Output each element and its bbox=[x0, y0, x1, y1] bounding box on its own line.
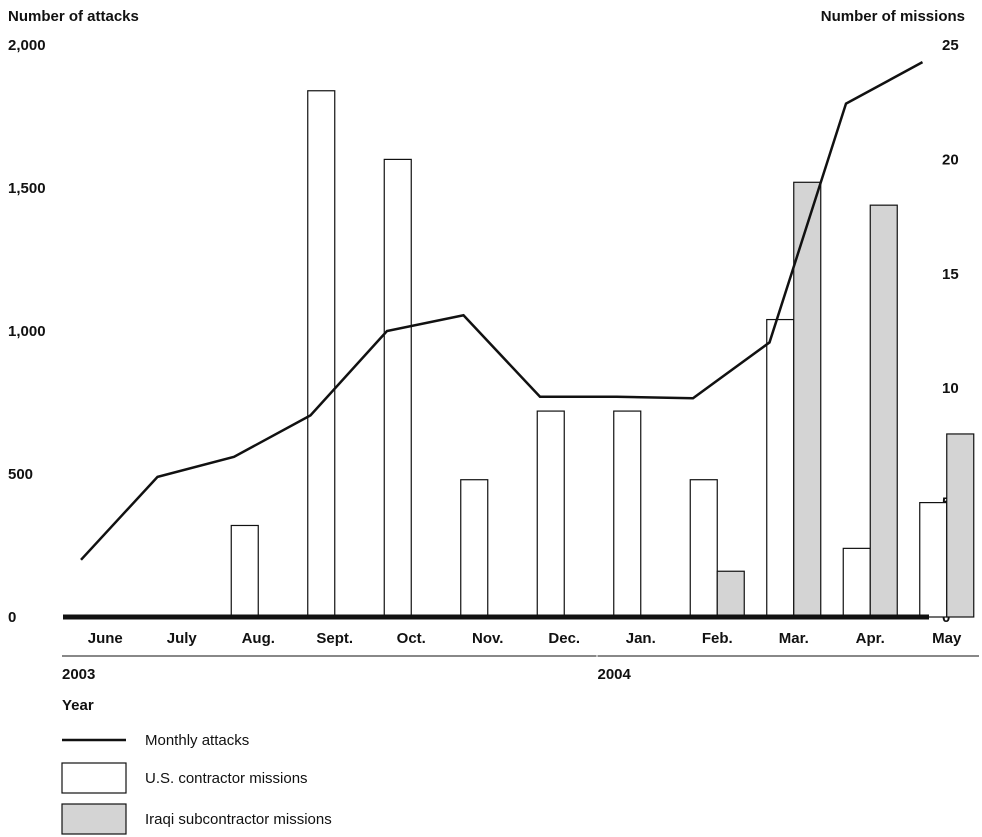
right-tick-label: 25 bbox=[942, 37, 959, 54]
bar-iraqi-subcontractor bbox=[869, 204, 898, 618]
category-label: Oct. bbox=[397, 630, 426, 647]
category-label: July bbox=[167, 630, 198, 647]
bar-us-contractor bbox=[383, 158, 412, 618]
bar-us-contractor bbox=[689, 479, 718, 618]
category-label: Mar. bbox=[779, 630, 809, 647]
category-label: Sept. bbox=[316, 630, 353, 647]
category-label: Dec. bbox=[548, 630, 580, 647]
bar-iraqi-subcontractor bbox=[946, 433, 975, 618]
category-label: May bbox=[932, 630, 962, 647]
category-label: Feb. bbox=[702, 630, 733, 647]
legend-label-attacks: Monthly attacks bbox=[145, 732, 249, 749]
category-label: Nov. bbox=[472, 630, 503, 647]
bar-us-contractor bbox=[613, 410, 642, 618]
left-tick-label: 0 bbox=[8, 609, 16, 626]
category-label: Apr. bbox=[856, 630, 885, 647]
bar-us-contractor bbox=[460, 479, 489, 618]
legend-label-iraqi: Iraqi subcontractor missions bbox=[145, 811, 332, 828]
bar-us-contractor bbox=[536, 410, 565, 618]
bar-iraqi-subcontractor bbox=[793, 181, 822, 618]
category-label: Jan. bbox=[626, 630, 656, 647]
x-group-label: Year bbox=[62, 697, 94, 714]
bar-us-contractor bbox=[230, 524, 259, 618]
legend: Monthly attacks U.S. contractor missions… bbox=[61, 732, 332, 835]
right-tick-label: 15 bbox=[942, 266, 959, 283]
bar-us-contractor bbox=[307, 90, 336, 618]
category-label: Aug. bbox=[242, 630, 275, 647]
legend-label-us: U.S. contractor missions bbox=[145, 770, 308, 787]
right-tick-label: 20 bbox=[942, 151, 959, 168]
legend-swatch-us bbox=[61, 762, 127, 794]
year-group-label: 2003 bbox=[62, 666, 95, 683]
monthly-attacks-line bbox=[80, 61, 924, 561]
category-label: June bbox=[88, 630, 123, 647]
bar-us-contractor bbox=[842, 547, 871, 618]
left-tick-label: 1,000 bbox=[8, 323, 46, 340]
left-tick-label: 2,000 bbox=[8, 37, 46, 54]
left-axis-title: Number of attacks bbox=[8, 8, 139, 25]
bar-iraqi-subcontractor bbox=[716, 570, 745, 618]
legend-swatch-iraqi bbox=[61, 803, 127, 835]
left-tick-label: 500 bbox=[8, 466, 33, 483]
left-tick-label: 1,500 bbox=[8, 180, 46, 197]
bar-us-contractor bbox=[919, 502, 948, 618]
right-axis-title: Number of missions bbox=[821, 8, 965, 25]
bar-us-contractor bbox=[766, 318, 795, 618]
year-group-label: 2004 bbox=[598, 666, 632, 683]
right-tick-label: 10 bbox=[942, 380, 959, 397]
